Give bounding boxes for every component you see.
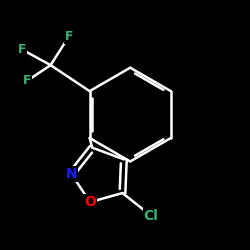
Text: F: F xyxy=(18,43,26,56)
Text: Cl: Cl xyxy=(144,209,158,223)
Text: N: N xyxy=(66,167,77,181)
Text: F: F xyxy=(64,30,73,43)
Text: F: F xyxy=(23,74,32,87)
Text: O: O xyxy=(84,195,96,209)
